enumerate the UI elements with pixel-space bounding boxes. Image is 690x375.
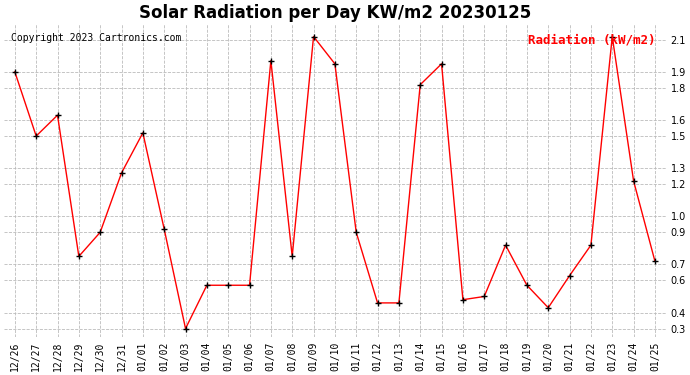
Text: Radiation (kW/m2): Radiation (kW/m2): [528, 33, 656, 46]
Text: Copyright 2023 Cartronics.com: Copyright 2023 Cartronics.com: [11, 33, 181, 43]
Title: Solar Radiation per Day KW/m2 20230125: Solar Radiation per Day KW/m2 20230125: [139, 4, 531, 22]
